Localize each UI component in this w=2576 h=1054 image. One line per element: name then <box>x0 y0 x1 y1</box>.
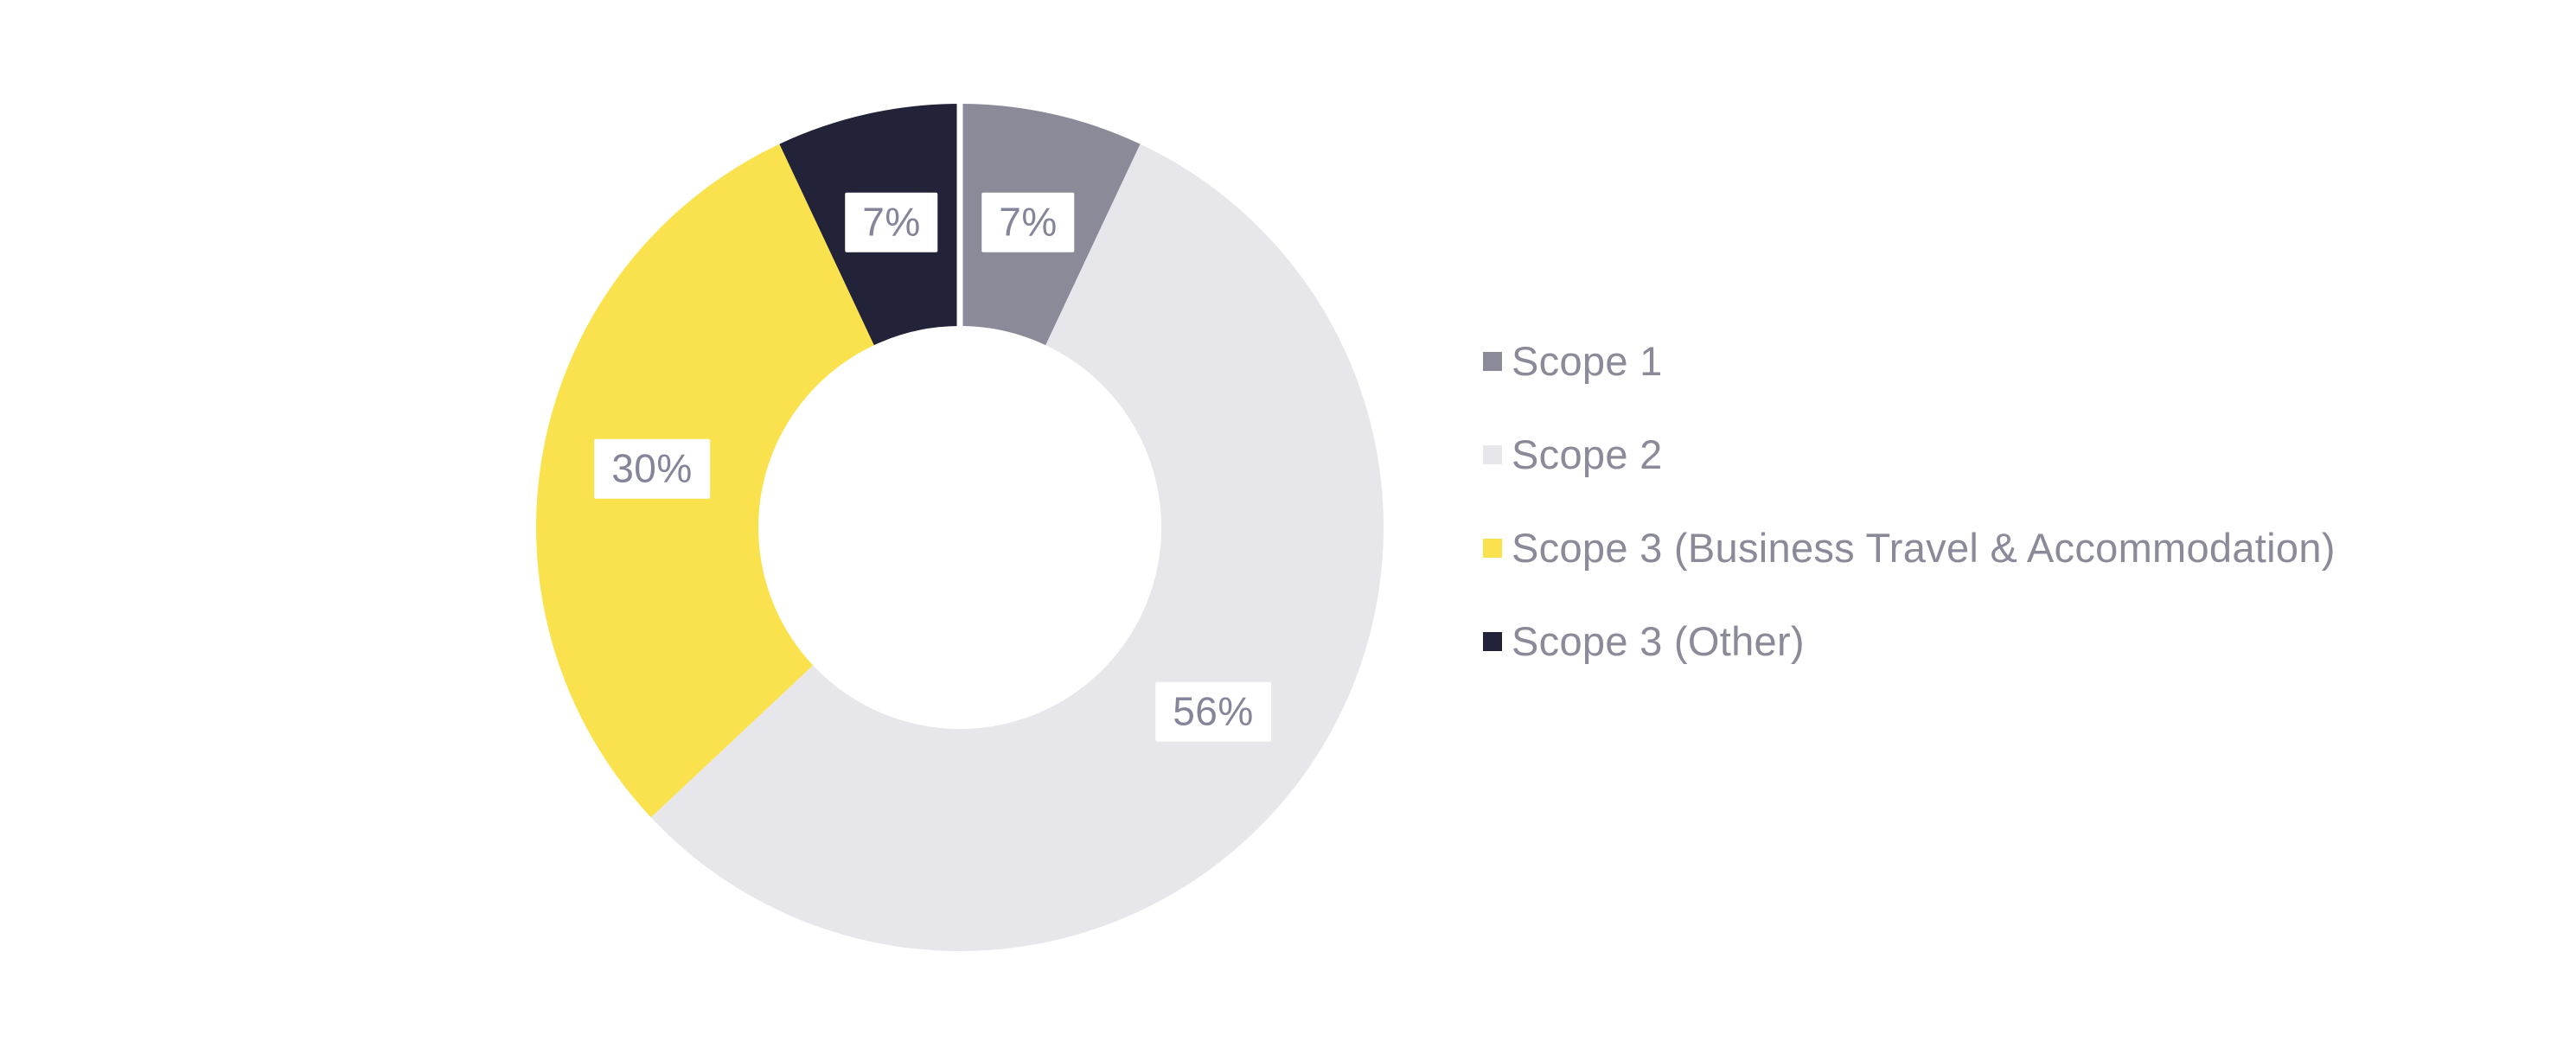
legend-swatch-scope-3-business-travel-accommodation-icon <box>1483 539 1502 558</box>
legend-item-scope-2[interactable]: Scope 2 <box>1483 429 2336 481</box>
legend-item-scope-3-other[interactable]: Scope 3 (Other) <box>1483 616 2336 668</box>
chart-legend: Scope 1 Scope 2 Scope 3 (Business Travel &… <box>1483 335 2336 668</box>
legend-label-scope-3-business-travel-accommodation: Scope 3 (Business Travel & Accommodation… <box>1512 525 2336 571</box>
slice-label-scope-1: 7% <box>981 192 1075 252</box>
legend-item-scope-3-business-travel-accommodation[interactable]: Scope 3 (Business Travel & Accommodation… <box>1483 522 2336 574</box>
legend-label-scope-3-other: Scope 3 (Other) <box>1512 618 1805 664</box>
legend-item-scope-1[interactable]: Scope 1 <box>1483 335 2336 387</box>
donut-slice-scope-2[interactable] <box>650 144 1384 951</box>
legend-swatch-scope-2-icon <box>1483 445 1502 464</box>
legend-label-scope-1: Scope 1 <box>1512 338 1663 384</box>
slice-label-scope-3-business-travel-accommodation: 30% <box>594 438 710 499</box>
legend-label-scope-2: Scope 2 <box>1512 431 1663 477</box>
legend-swatch-scope-3-other-icon <box>1483 632 1502 651</box>
slice-label-scope-2: 56% <box>1155 681 1271 742</box>
slice-label-scope-3-other: 7% <box>845 192 938 252</box>
legend-swatch-scope-1-icon <box>1483 352 1502 371</box>
